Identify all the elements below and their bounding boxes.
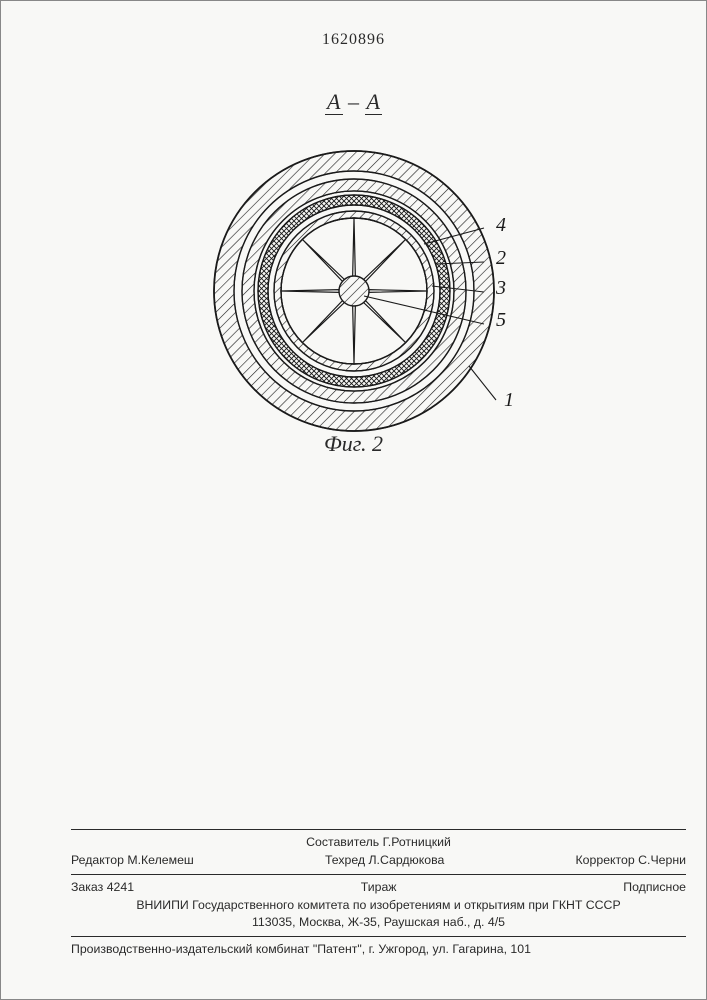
compiler-label: Составитель	[306, 835, 379, 849]
section-dash: –	[348, 89, 359, 114]
proof-name: С.Черни	[638, 853, 686, 867]
order-row: Заказ 4241 Тираж Подписное	[71, 879, 686, 897]
figure-svg: 4 2 3 5 1	[164, 136, 544, 446]
compiler-row: Составитель Г.Ротницкий	[71, 834, 686, 852]
compiler-name: Г.Ротницкий	[383, 835, 451, 849]
pub-rule-2	[71, 874, 686, 875]
tech-name: Л.Сардюкова	[368, 853, 444, 867]
editor-cell: Редактор М.Келемеш	[71, 852, 194, 870]
proof-label: Корректор	[576, 853, 635, 867]
editor-name: М.Келемеш	[127, 853, 193, 867]
tech-cell: Техред Л.Сардюкова	[325, 852, 444, 870]
svg-text:4: 4	[496, 214, 506, 236]
editor-label: Редактор	[71, 853, 124, 867]
page-frame: 1620896 A – A 4 2 3 5 1 Фиг. 2 Составитель Г…	[0, 0, 707, 1000]
order-cell: Заказ 4241	[71, 879, 134, 897]
figure-container: 4 2 3 5 1	[1, 136, 706, 446]
order-value: 4241	[107, 880, 134, 894]
svg-text:5: 5	[496, 309, 506, 331]
svg-text:3: 3	[495, 277, 506, 299]
pub-rule-1	[71, 829, 686, 830]
pub-rule-3	[71, 936, 686, 937]
section-right: A	[365, 89, 382, 115]
document-number: 1620896	[1, 31, 706, 49]
org-row: ВНИИПИ Государственного комитета по изоб…	[71, 897, 686, 915]
svg-text:2: 2	[496, 247, 506, 269]
order-label: Заказ	[71, 880, 103, 894]
editor-row: Редактор М.Келемеш Техред Л.Сардюкова Ко…	[71, 852, 686, 870]
addr-row: 113035, Москва, Ж-35, Раушская наб., д. …	[71, 914, 686, 932]
plant-row: Производственно-издательский комбинат "П…	[71, 941, 686, 959]
publication-block: Составитель Г.Ротницкий Редактор М.Келем…	[71, 825, 686, 959]
podpis-cell: Подписное	[623, 879, 686, 897]
figure-caption: Фиг. 2	[1, 431, 706, 457]
svg-text:1: 1	[504, 389, 514, 411]
tirazh-cell: Тираж	[361, 879, 397, 897]
tech-label: Техред	[325, 853, 365, 867]
proof-cell: Корректор С.Черни	[576, 852, 686, 870]
section-label: A – A	[1, 89, 706, 115]
section-left: A	[325, 89, 342, 115]
